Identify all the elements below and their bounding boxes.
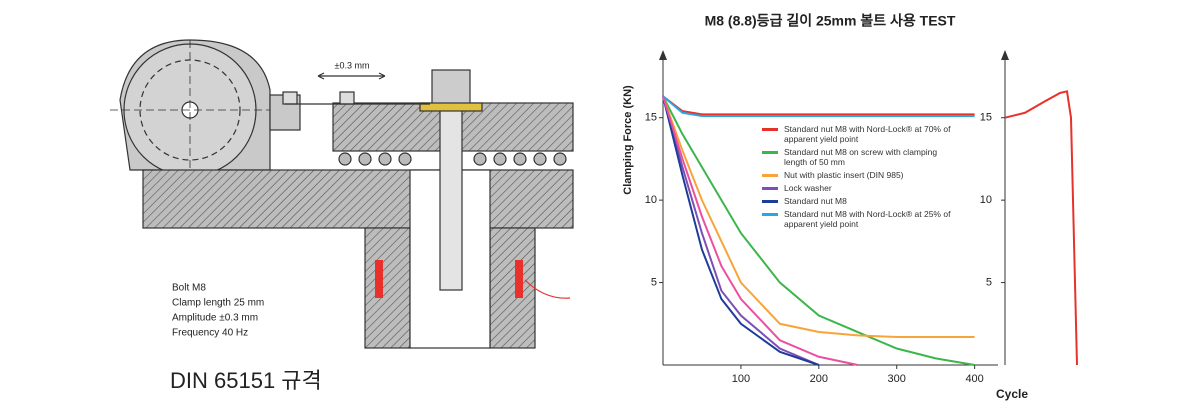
y-tick-label: 5 bbox=[651, 276, 657, 288]
y-tick-label: 15 bbox=[645, 112, 657, 124]
caption: DIN 65151 규격 bbox=[170, 368, 322, 393]
legend-item: Standard nut M8 with Nord-Lock® at 25% o… bbox=[762, 209, 962, 229]
legend-item: Nut with plastic insert (DIN 985) bbox=[762, 170, 962, 180]
x-tick-label: 200 bbox=[810, 373, 828, 385]
spec: Bolt M8 bbox=[172, 283, 206, 294]
series-line bbox=[662, 96, 820, 366]
legend-label: Lock washer bbox=[784, 183, 832, 193]
axis-arrow bbox=[1001, 50, 1009, 60]
x-axis-label: Cycle bbox=[996, 387, 1028, 401]
chart-title: M8 (8.8)등급 길이 25mm 볼트 사용 TEST bbox=[705, 13, 956, 29]
x-tick-label: 400 bbox=[965, 373, 983, 385]
legend-label: Standard nut M8 with Nord-Lock® at 70% o… bbox=[784, 124, 951, 144]
y-tick-label: 10 bbox=[645, 194, 657, 206]
x-tick-label: 300 bbox=[888, 373, 906, 385]
axis-arrow bbox=[659, 50, 667, 60]
series-line bbox=[1004, 90, 1078, 366]
series-line bbox=[662, 95, 975, 116]
legend-swatch bbox=[762, 151, 778, 154]
legend-swatch bbox=[762, 174, 778, 177]
legend-item: Standard nut M8 on screw with clamping l… bbox=[762, 147, 962, 167]
legend-label: Standard nut M8 with Nord-Lock® at 25% o… bbox=[784, 209, 951, 229]
y-axis-label: Clamping Force (KN) bbox=[622, 85, 634, 195]
y-tick-label: 10 bbox=[980, 194, 992, 206]
legend-swatch bbox=[762, 200, 778, 203]
legend-label: Standard nut M8 on screw with clamping l… bbox=[784, 147, 938, 167]
legend-item: Standard nut M8 with Nord-Lock® at 70% o… bbox=[762, 124, 962, 144]
x-tick-label: 100 bbox=[732, 373, 750, 385]
series-line bbox=[662, 95, 858, 366]
legend: Standard nut M8 with Nord-Lock® at 70% o… bbox=[762, 124, 962, 232]
legend-swatch bbox=[762, 128, 778, 131]
legend-swatch bbox=[762, 213, 778, 216]
legend-label: Nut with plastic insert (DIN 985) bbox=[784, 170, 904, 180]
legend-item: Lock washer bbox=[762, 183, 962, 193]
test-rig-diagram bbox=[110, 39, 574, 349]
spec: Frequency 40 Hz bbox=[172, 328, 248, 339]
legend-item: Standard nut M8 bbox=[762, 196, 962, 206]
y-tick-label: 15 bbox=[980, 112, 992, 124]
y-tick-label: 5 bbox=[986, 276, 992, 288]
series-line bbox=[662, 95, 975, 366]
legend-swatch bbox=[762, 187, 778, 190]
spec: Amplitude ±0.3 mm bbox=[172, 313, 258, 324]
legend-label: Standard nut M8 bbox=[784, 196, 847, 206]
series-line bbox=[662, 95, 975, 338]
series-line bbox=[662, 96, 820, 366]
amplitude-label: ±0.3 mm bbox=[335, 60, 370, 70]
spec: Clamp length 25 mm bbox=[172, 298, 264, 309]
series-line bbox=[662, 95, 975, 118]
